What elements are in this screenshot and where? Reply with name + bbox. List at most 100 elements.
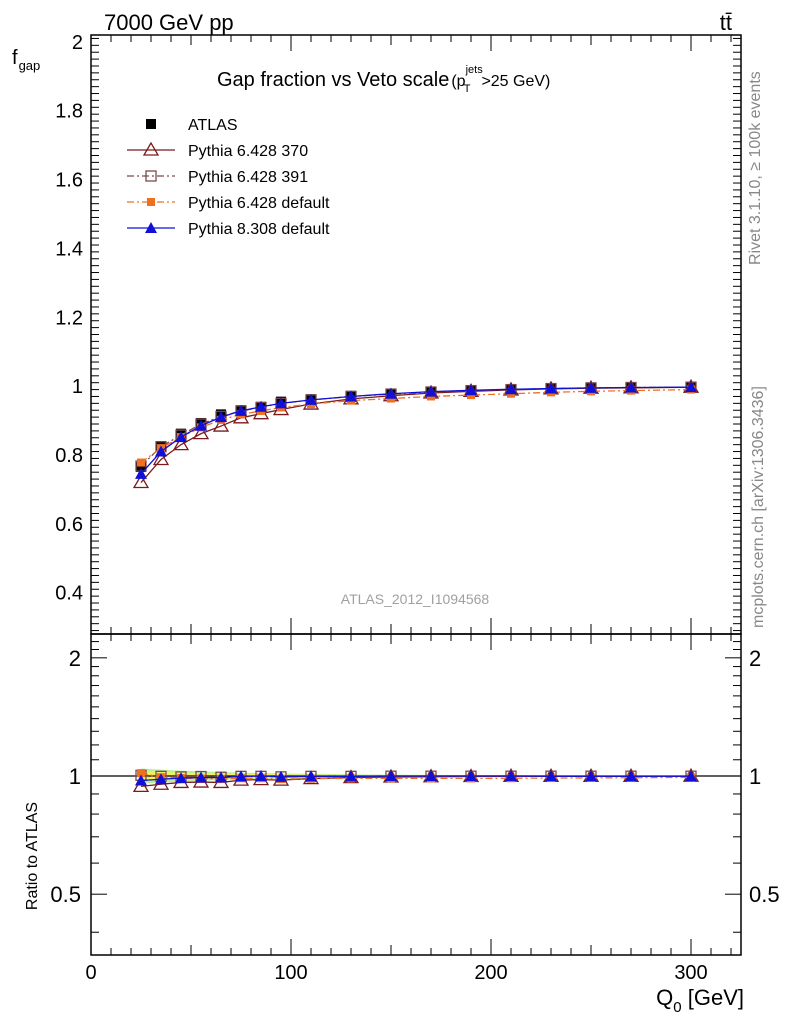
data-point: [137, 458, 145, 467]
main-y-tick-label: 1: [72, 376, 83, 398]
legend-label: ATLAS: [188, 117, 238, 134]
source-label: mcplots.cern.ch [arXiv:1306.3436]: [750, 386, 767, 628]
legend-label: Pythia 6.428 391: [188, 169, 308, 186]
main-series-4: [135, 381, 697, 479]
legend-entry: Pythia 6.428 391: [127, 169, 308, 186]
rivet-version-label: Rivet 3.1.10, ≥ 100k events: [747, 71, 764, 265]
svg-text:fgap: fgap: [12, 47, 40, 73]
data-point: [136, 462, 146, 473]
ratio-x-ticks: [90, 634, 732, 955]
legend-label: Pythia 6.428 default: [188, 195, 330, 212]
analysis-watermark: ATLAS_2012_I1094568: [341, 591, 490, 607]
series-line: [140, 388, 692, 464]
legend-marker: [142, 141, 160, 156]
x-axis-title: Q0 [GeV]: [656, 985, 744, 1016]
xlabel-sub: 0: [673, 999, 681, 1016]
data-point: [585, 381, 597, 393]
series-line: [140, 772, 692, 780]
main-y-tick-label: 1.8: [55, 101, 83, 123]
data-point: [195, 419, 207, 431]
data-point: [305, 393, 317, 405]
main-y-tick-label: 1.2: [55, 307, 83, 329]
x-tick-label: 0: [85, 962, 96, 984]
legend-entry: ATLAS: [146, 117, 238, 134]
ratio-point: [585, 770, 597, 782]
ratio-point: [425, 770, 437, 782]
ratio-point: [215, 771, 227, 783]
main-panel: 0.4 0.6 0.8 1 1.2 1.4 1.6 1.8 2: [55, 32, 742, 635]
title-cut-p: p: [457, 73, 466, 90]
legend-label: Pythia 8.308 default: [188, 221, 330, 238]
data-point: [235, 404, 247, 416]
data-point: [212, 417, 230, 432]
ratio-point: [255, 770, 267, 782]
series-line: [140, 775, 691, 782]
main-y-ticks: [91, 37, 741, 632]
process-label: tt̄: [720, 10, 732, 35]
data-point: [215, 411, 227, 423]
main-x-ticks: [90, 35, 732, 634]
legend-label: Pythia 6.428 370: [188, 143, 308, 160]
title-cut-tail: >25 GeV): [481, 73, 550, 90]
data-point: [155, 445, 167, 457]
title-cut-sub: T: [464, 83, 471, 95]
legend-marker: [147, 198, 155, 206]
ratio-y-ticks: [91, 641, 741, 933]
ratio-point: [625, 770, 637, 782]
data-point: [275, 397, 287, 409]
svg-text:Q0 [GeV]: Q0 [GeV]: [656, 985, 744, 1016]
ratio-panel: 0.5 0.5 1 1 2 2 0 100 200 300: [50, 633, 780, 984]
ratio-y-tick-label-right: 1: [749, 764, 761, 789]
ratio-point: [505, 770, 517, 782]
legend-entry: Pythia 6.428 370: [127, 141, 308, 160]
ratio-point: [175, 772, 187, 784]
ratio-point: [137, 769, 145, 778]
main-ylabel-sub: gap: [19, 58, 41, 73]
legend-marker: [145, 170, 157, 182]
legend-entry: Pythia 6.428 default: [127, 195, 330, 212]
data-point: [465, 384, 477, 396]
main-series-1: [132, 378, 700, 489]
data-point: [175, 431, 187, 443]
ratio-y-tick-label-right: 2: [749, 646, 761, 671]
ratio-point: [155, 773, 167, 785]
ratio-series-3: [135, 770, 697, 786]
data-point: [345, 390, 357, 402]
x-tick-label: 300: [674, 962, 707, 984]
ratio-point: [235, 770, 247, 782]
title-cut-sup: jets: [465, 64, 484, 76]
series-line: [140, 386, 692, 483]
ratio-point: [195, 771, 207, 783]
data-point: [132, 474, 150, 489]
main-y-tick-label: 0.6: [55, 514, 83, 536]
ratio-point: [685, 770, 697, 782]
ratio-y-tick-label-left: 0.5: [50, 882, 81, 907]
ratio-point: [345, 770, 357, 782]
xlabel-unit: [GeV]: [682, 985, 744, 1010]
main-y-axis-title: fgap: [12, 47, 40, 73]
ratio-ylabel: Ratio to ATLAS: [24, 802, 41, 910]
legend-marker: [145, 222, 157, 233]
legend: ATLAS Pythia 6.428 370 Pythia 6.428 391 Pyt…: [127, 117, 330, 238]
svg-text:Gap fraction vs Veto scale(pje: Gap fraction vs Veto scale (pjets T >25 GeV…: [217, 64, 550, 95]
legend-entry: Pythia 8.308 default: [127, 221, 330, 238]
data-point: [385, 387, 397, 399]
ratio-y-tick-label-left: 1: [69, 764, 81, 789]
data-point: [135, 467, 147, 479]
ratio-y-tick-label-left: 2: [69, 646, 81, 671]
ratio-point: [305, 770, 317, 782]
main-y-tick-label: 0.8: [55, 445, 83, 467]
data-point: [425, 385, 437, 397]
main-y-tick-label: 0.4: [55, 583, 83, 605]
ratio-point: [385, 770, 397, 782]
ratio-point: [135, 774, 147, 786]
main-y-tick-label: 1.6: [55, 170, 83, 192]
data-point: [192, 425, 210, 440]
data-point: [545, 382, 557, 394]
data-point: [625, 381, 637, 393]
series-line: [140, 386, 692, 467]
main-y-tick-label: 1.4: [55, 238, 83, 260]
main-title: Gap fraction vs Veto scale (pjets T >25 GeV…: [217, 64, 550, 95]
x-tick-label: 200: [474, 962, 507, 984]
